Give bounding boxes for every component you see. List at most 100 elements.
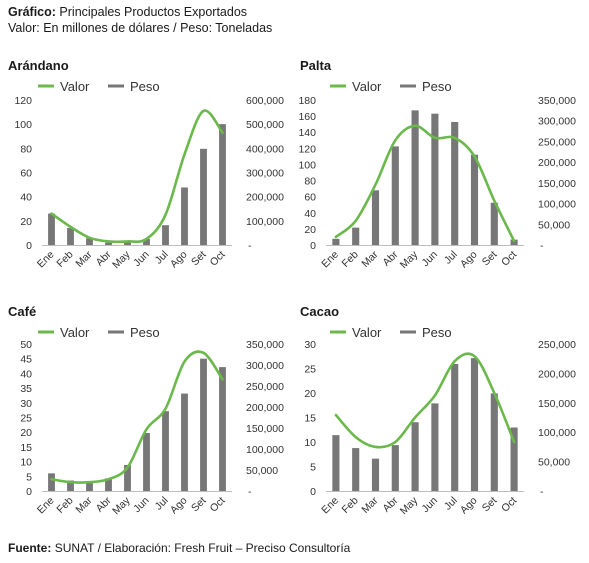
chart-arandano: Valor Peso 0 20 40 60 80 100 120 - 100,000 200,000 3… <box>14 79 284 271</box>
left-tick-label: 5 <box>310 462 316 474</box>
legend-label-peso: Peso <box>422 325 452 340</box>
left-tick-label: 0 <box>310 486 316 498</box>
category-label: Ene <box>35 249 57 271</box>
category-label: Jul <box>442 249 460 267</box>
left-tick-label: 20 <box>304 388 316 400</box>
legend: Valor Peso <box>38 79 160 94</box>
category-label: Ene <box>319 495 341 517</box>
right-tick-label: 100,000 <box>246 444 284 456</box>
legend-label-valor: Valor <box>60 325 90 340</box>
category-label: Abr <box>94 248 114 268</box>
right-tick-label: 250,000 <box>538 339 576 351</box>
bar-peso-may <box>124 241 131 245</box>
bar-peso-jul <box>162 411 169 491</box>
legend-label-peso: Peso <box>422 79 452 94</box>
bar-peso-feb <box>352 448 360 491</box>
left-tick-label: 40 <box>20 192 32 204</box>
category-label: Feb <box>340 495 361 516</box>
category-label: Set <box>189 495 209 515</box>
left-tick-label: 20 <box>20 427 32 439</box>
bar-peso-mar <box>86 238 93 245</box>
bar-peso-feb <box>352 227 360 245</box>
left-tick-label: 50 <box>20 339 32 351</box>
category-label: Oct <box>208 495 228 515</box>
bar-peso-may <box>124 464 131 491</box>
left-tick-label: 80 <box>304 176 316 188</box>
category-label: Oct <box>499 495 519 515</box>
legend: Valor Peso <box>330 325 452 340</box>
category-label: Jun <box>420 495 441 516</box>
left-tick-label: 40 <box>304 208 316 220</box>
category-label: Jul <box>153 249 171 267</box>
bar-peso-abr <box>105 242 112 245</box>
right-tick-label: 400,000 <box>246 143 284 155</box>
bar-peso-jun <box>431 113 439 245</box>
right-tick-label: 300,000 <box>246 360 284 372</box>
left-tick-label: 20 <box>304 224 316 236</box>
left-tick-label: 160 <box>298 111 316 123</box>
left-tick-label: 45 <box>20 354 32 366</box>
left-tick-label: 35 <box>20 383 32 395</box>
right-tick-label: 300,000 <box>246 168 284 180</box>
category-label: May <box>110 248 133 271</box>
chart-palta: Valor Peso 0 20 40 60 80 100 120 140 160 180 - 50,000… <box>298 79 576 271</box>
left-tick-label: 10 <box>20 457 32 469</box>
category-label: Jul <box>442 495 460 513</box>
right-tick-label: - <box>248 486 252 498</box>
left-tick-label: 60 <box>20 168 32 180</box>
bar-peso-jun <box>431 403 439 491</box>
panel-title-palta: Palta <box>300 58 332 73</box>
bar-peso-abr <box>391 445 399 491</box>
category-label: Abr <box>94 494 114 514</box>
bar-peso-jul <box>451 363 459 491</box>
right-tick-label: 500,000 <box>246 119 284 131</box>
bar-peso-jul <box>162 225 169 245</box>
bar-peso-oct <box>219 367 226 491</box>
left-tick-label: 80 <box>20 143 32 155</box>
right-tick-label: 50,000 <box>538 219 570 231</box>
right-tick-label: 200,000 <box>246 192 284 204</box>
category-label: Jun <box>420 249 441 270</box>
bar-peso-jun <box>143 238 150 245</box>
panel-title-cacao: Cacao <box>300 304 340 319</box>
line-valor <box>50 350 224 484</box>
category-label: May <box>398 248 421 271</box>
bar-peso-set <box>200 148 207 245</box>
right-tick-label: 300,000 <box>538 116 576 128</box>
grafico-text: Principales Productos Exportados <box>59 5 248 19</box>
left-tick-label: 0 <box>26 486 32 498</box>
bar-peso-ene <box>332 238 340 245</box>
category-label: Mar <box>73 494 95 516</box>
right-tick-label: 350,000 <box>246 339 284 351</box>
bar-peso-oct <box>510 239 518 245</box>
panel-title-arandano: Arándano <box>8 58 69 73</box>
right-tick-label: 350,000 <box>538 95 576 107</box>
left-tick-label: 25 <box>304 364 316 376</box>
left-tick-label: 40 <box>20 368 32 380</box>
left-tick-label: 100 <box>298 159 316 171</box>
category-label: Mar <box>359 494 381 516</box>
bar-peso-oct <box>219 124 226 245</box>
category-label: Feb <box>340 249 361 270</box>
left-tick-label: 60 <box>304 192 316 204</box>
category-label: Ene <box>319 249 341 271</box>
left-tick-label: 0 <box>310 240 316 252</box>
category-label: Set <box>480 495 500 515</box>
chart-header-title: Gráfico: Principales Productos Exportado… <box>8 5 247 19</box>
bar-peso-may <box>411 422 419 491</box>
category-label: Ene <box>35 495 57 517</box>
bar-peso-abr <box>391 146 399 245</box>
category-label: Mar <box>359 248 381 270</box>
bar-peso-feb <box>67 480 74 491</box>
fuente-label: Fuente: <box>8 541 52 555</box>
right-tick-label: 100,000 <box>538 199 576 211</box>
right-tick-label: 150,000 <box>538 398 576 410</box>
left-tick-label: 20 <box>20 216 32 228</box>
left-tick-label: 120 <box>298 143 316 155</box>
panel-title-cafe: Café <box>8 304 37 319</box>
chart-cafe: Valor Peso 0 5 10 15 20 25 30 35 40 45 50 - 50,000 100,… <box>20 325 284 517</box>
bar-peso-jul <box>451 121 459 245</box>
right-tick-label: 250,000 <box>538 136 576 148</box>
legend-label-peso: Peso <box>130 79 160 94</box>
category-label: Feb <box>54 495 75 516</box>
